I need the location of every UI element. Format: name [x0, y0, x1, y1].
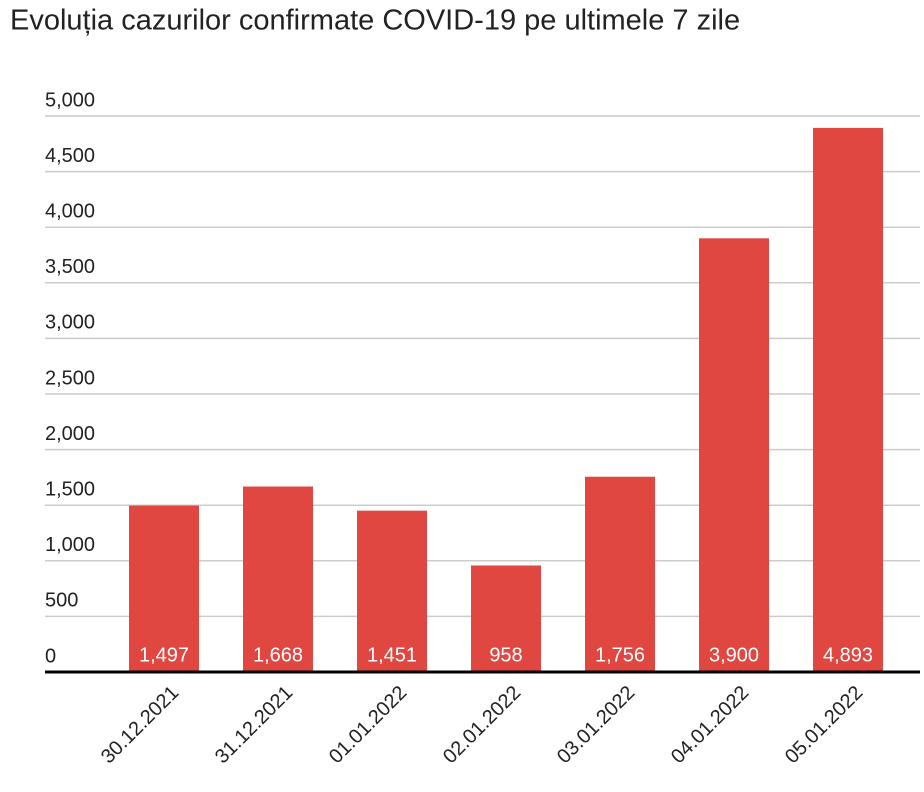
- value-label: 1,497: [139, 644, 189, 666]
- value-label: 1,451: [367, 644, 417, 666]
- x-tick-label: 31.12.2021: [211, 682, 297, 768]
- x-tick-label: 01.01.2022: [325, 682, 411, 768]
- y-tick-label: 3,000: [45, 312, 95, 334]
- value-label: 958: [489, 644, 522, 666]
- bar: [243, 486, 313, 672]
- y-tick-label: 1,500: [45, 478, 95, 500]
- y-tick-label: 500: [45, 590, 78, 612]
- bar: [357, 510, 427, 672]
- y-tick-label: 2,500: [45, 367, 95, 389]
- y-tick-label: 3,500: [45, 256, 95, 278]
- x-tick-label: 30.12.2021: [97, 682, 183, 768]
- x-tick-label: 03.01.2022: [553, 682, 639, 768]
- value-label: 1,756: [595, 644, 645, 666]
- value-label: 3,900: [709, 644, 759, 666]
- y-tick-label: 4,000: [45, 200, 95, 222]
- bar: [129, 505, 199, 672]
- value-label: 1,668: [253, 644, 303, 666]
- y-tick-label: 0: [45, 645, 56, 667]
- value-label: 4,893: [823, 644, 873, 666]
- bar: [813, 127, 883, 673]
- y-tick-label: 2,000: [45, 423, 95, 445]
- y-tick-label: 5,000: [45, 89, 95, 111]
- bar: [585, 476, 655, 672]
- bar: [699, 238, 769, 672]
- y-tick-label: 1,000: [45, 534, 95, 556]
- chart-title: Evoluția cazurilor confirmate COVID-19 p…: [10, 5, 740, 37]
- x-tick-label: 02.01.2022: [439, 682, 525, 768]
- x-tick-label: 05.01.2022: [781, 682, 867, 768]
- y-tick-label: 4,500: [45, 145, 95, 167]
- bar: [471, 565, 541, 672]
- x-tick-label: 04.01.2022: [667, 682, 753, 768]
